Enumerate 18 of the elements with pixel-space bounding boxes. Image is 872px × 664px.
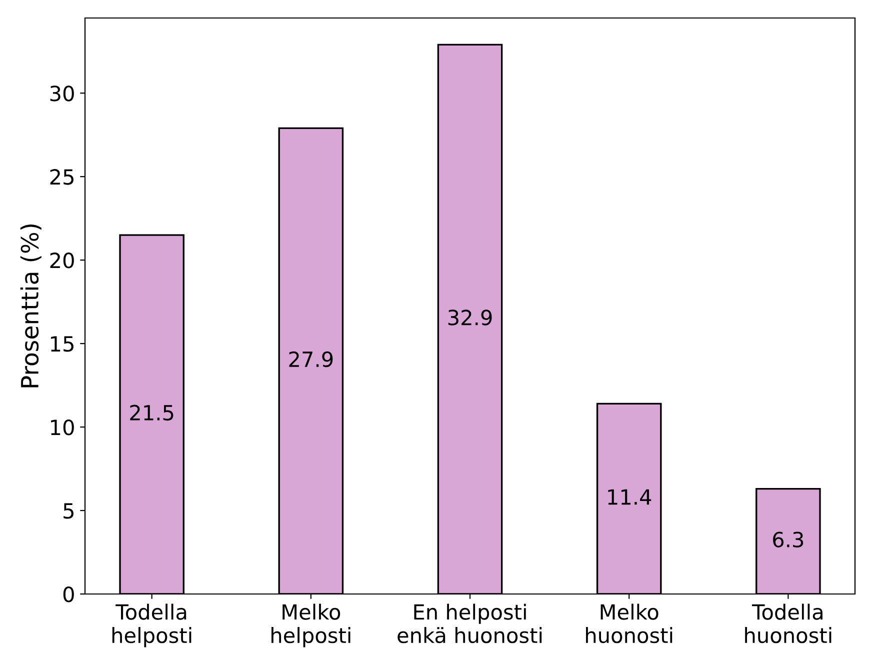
y-tick-label: 15 [51, 336, 74, 352]
y-tick-label: 5 [64, 503, 74, 519]
data-label: 27.9 [289, 351, 333, 368]
data-label: 6.3 [773, 532, 804, 548]
y-tick-label: 25 [50, 169, 74, 185]
y-tick-label: 0 [63, 586, 74, 602]
x-tick-label: Todella helposti [112, 604, 192, 648]
data-label: 21.5 [130, 404, 174, 421]
x-tick-label: Todella huonosti [745, 604, 832, 644]
y-tick-label: 30 [50, 86, 74, 102]
y-tick-label: 20 [50, 252, 74, 268]
data-label: 32.9 [448, 310, 492, 326]
x-tick-label: En helposti enkä huonosti [398, 604, 542, 644]
x-tick-label: Melko huonosti [586, 604, 672, 644]
x-tick-label: Melko helposti [272, 604, 350, 648]
y-axis-title: Prosenttia (%) [20, 224, 42, 388]
y-tick-label: 10 [51, 419, 74, 436]
data-label: 11.4 [608, 489, 652, 505]
